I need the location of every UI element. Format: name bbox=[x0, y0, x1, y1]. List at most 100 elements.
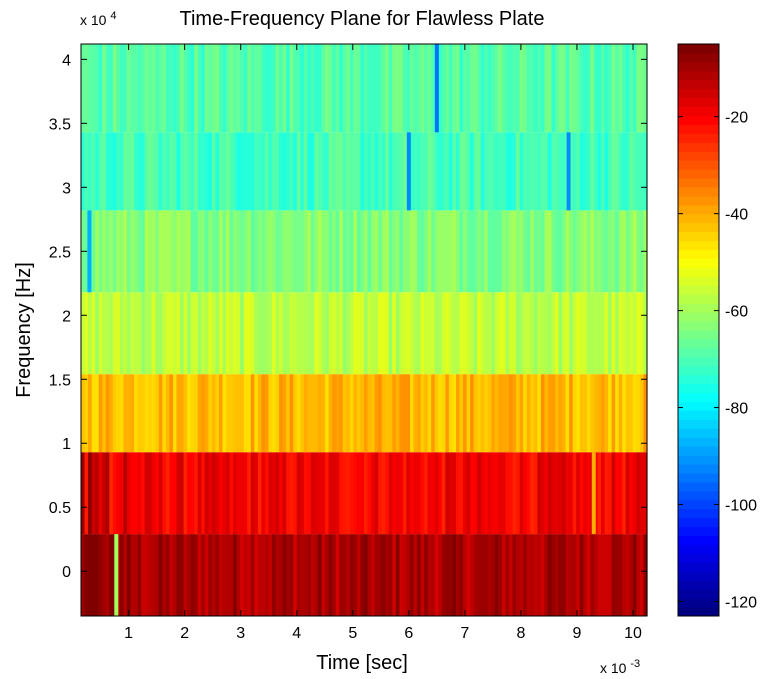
heatmap-cell bbox=[119, 132, 125, 211]
heatmap-cell bbox=[519, 210, 524, 293]
heatmap-cell bbox=[593, 44, 599, 133]
heatmap-cell bbox=[339, 292, 344, 375]
heatmap-cell bbox=[218, 534, 224, 616]
heatmap-cell bbox=[289, 452, 294, 535]
heatmap-cell bbox=[98, 374, 103, 453]
heatmap-cell bbox=[226, 210, 231, 293]
heatmap-cell bbox=[190, 374, 195, 453]
heatmap-cell bbox=[484, 132, 489, 211]
colorbar-segment bbox=[678, 142, 719, 152]
heatmap-cell bbox=[296, 534, 301, 616]
heatmap-cell bbox=[250, 132, 255, 211]
heatmap-cell bbox=[332, 292, 337, 375]
heatmap-cell bbox=[643, 374, 648, 453]
heatmap-cell bbox=[466, 534, 471, 616]
heatmap-cell bbox=[516, 44, 521, 133]
heatmap-cell bbox=[208, 374, 213, 453]
heatmap-cell bbox=[473, 374, 478, 453]
heatmap-cell bbox=[250, 534, 255, 616]
heatmap-cell bbox=[597, 452, 602, 535]
heatmap-cell bbox=[448, 44, 454, 133]
heatmap-cell bbox=[215, 44, 220, 133]
heatmap-cell bbox=[434, 210, 439, 293]
heatmap-cell bbox=[569, 132, 574, 211]
heatmap-cell bbox=[409, 44, 415, 133]
heatmap-cell bbox=[332, 210, 337, 293]
heatmap-cell bbox=[332, 534, 337, 616]
heatmap-cell bbox=[169, 210, 174, 293]
heatmap-cell bbox=[611, 210, 616, 293]
heatmap-cell bbox=[579, 132, 584, 211]
heatmap-highlight-cell bbox=[87, 210, 92, 293]
heatmap-cell bbox=[417, 292, 422, 375]
heatmap-cell bbox=[112, 374, 117, 453]
heatmap-cell bbox=[197, 132, 202, 211]
heatmap-cell bbox=[169, 452, 174, 535]
colorbar-segment bbox=[678, 52, 719, 63]
heatmap-cell bbox=[608, 452, 613, 535]
heatmap-cell bbox=[310, 44, 316, 133]
heatmap-cell bbox=[406, 452, 411, 535]
heatmap-cell bbox=[180, 374, 185, 453]
heatmap-cell bbox=[240, 292, 245, 375]
heatmap-cell bbox=[183, 44, 188, 133]
heatmap-cell bbox=[558, 374, 563, 453]
heatmap-cell bbox=[148, 292, 153, 375]
heatmap-cell bbox=[158, 44, 163, 133]
heatmap-cell bbox=[636, 210, 641, 293]
heatmap-cell bbox=[491, 292, 496, 375]
heatmap-cell bbox=[158, 452, 163, 535]
heatmap-cell bbox=[555, 374, 560, 453]
heatmap-cell bbox=[448, 374, 454, 453]
x-axis: 1 2 3 4 5 6 7 8 9 10 bbox=[124, 44, 642, 642]
heatmap-cell bbox=[374, 292, 379, 375]
heatmap-cell bbox=[162, 44, 167, 133]
heatmap-cell bbox=[247, 44, 252, 133]
heatmap-cell bbox=[625, 534, 630, 616]
heatmap-cell bbox=[374, 132, 379, 211]
heatmap-cell bbox=[335, 534, 340, 616]
heatmap-cell bbox=[293, 534, 298, 616]
heatmap-cell bbox=[533, 292, 538, 375]
colorbar-segment bbox=[678, 562, 719, 572]
colorbar-segment bbox=[678, 294, 719, 304]
heatmap-cell bbox=[229, 132, 234, 211]
heatmap-cell bbox=[183, 292, 188, 375]
heatmap-cell bbox=[364, 534, 369, 616]
heatmap-cell bbox=[155, 452, 160, 535]
heatmap-cell bbox=[84, 452, 89, 535]
heatmap-cell bbox=[544, 132, 549, 211]
heatmap-cell bbox=[381, 452, 386, 535]
heatmap-cell bbox=[547, 292, 553, 375]
heatmap-cell bbox=[261, 452, 266, 535]
heatmap-cell bbox=[455, 374, 461, 453]
heatmap-cell bbox=[289, 534, 294, 616]
heatmap-cell bbox=[286, 452, 291, 535]
heatmap-cell bbox=[473, 452, 478, 535]
heatmap-cell bbox=[399, 452, 404, 535]
heatmap-cell bbox=[180, 210, 185, 293]
heatmap-cell bbox=[226, 44, 231, 133]
heatmap-cell bbox=[434, 452, 439, 535]
heatmap-cell bbox=[547, 44, 553, 133]
heatmap-cell bbox=[385, 534, 390, 616]
colorbar-segment bbox=[678, 365, 719, 376]
heatmap-cell bbox=[378, 374, 383, 453]
heatmap-cell bbox=[487, 132, 492, 211]
heatmap-cell bbox=[332, 374, 337, 453]
colorbar-segment bbox=[678, 204, 719, 215]
heatmap-cell bbox=[601, 452, 606, 535]
x-tick-label: 3 bbox=[236, 625, 245, 642]
colorbar bbox=[678, 44, 719, 617]
heatmap-cell bbox=[102, 292, 107, 375]
heatmap-cell bbox=[509, 534, 514, 616]
heatmap-cell bbox=[325, 374, 330, 453]
heatmap-cell bbox=[367, 452, 372, 535]
heatmap-cell bbox=[318, 44, 323, 133]
heatmap-cell bbox=[551, 534, 556, 616]
heatmap-cell bbox=[498, 210, 503, 293]
heatmap-cell bbox=[293, 452, 298, 535]
heatmap-cell bbox=[272, 374, 277, 453]
heatmap-cell bbox=[286, 292, 291, 375]
heatmap-cell bbox=[629, 292, 634, 375]
